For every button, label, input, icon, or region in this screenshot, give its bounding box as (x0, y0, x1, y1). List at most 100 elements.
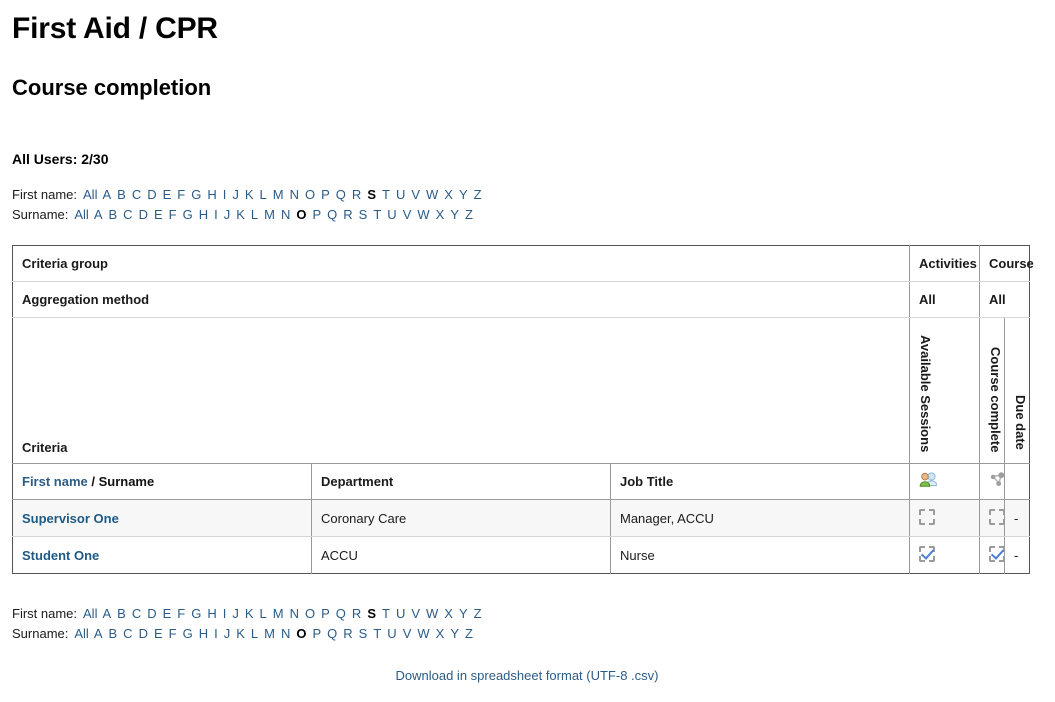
letter-filter-S[interactable]: S (358, 626, 368, 641)
letter-filter-all[interactable]: All (74, 626, 89, 641)
letter-filter-E[interactable]: E (162, 187, 172, 202)
letter-filter-all[interactable]: All (83, 606, 98, 621)
letter-filter-C[interactable]: C (123, 626, 133, 641)
letter-filter-I[interactable]: I (222, 606, 227, 621)
letter-filter-S[interactable]: S (358, 207, 368, 222)
letter-filter-V[interactable]: V (411, 606, 420, 621)
letter-filter-B[interactable]: B (108, 626, 118, 641)
letter-filter-N[interactable]: N (280, 207, 291, 222)
letter-filter-I[interactable]: I (222, 187, 227, 202)
letter-filter-D[interactable]: D (147, 187, 157, 202)
letter-filter-F[interactable]: F (177, 606, 186, 621)
letter-filter-Z[interactable]: Z (464, 207, 473, 222)
letter-filter-C[interactable]: C (123, 207, 133, 222)
letter-filter-O[interactable]: O (305, 187, 316, 202)
letter-filter-D[interactable]: D (138, 626, 148, 641)
letter-filter-G[interactable]: G (182, 207, 193, 222)
letter-filter-O[interactable]: O (305, 606, 316, 621)
letter-filter-Y[interactable]: Y (458, 187, 468, 202)
letter-filter-V[interactable]: V (402, 207, 412, 222)
letter-filter-E[interactable]: E (153, 207, 163, 222)
letter-filter-J[interactable]: J (223, 207, 231, 222)
letter-filter-V[interactable]: V (411, 187, 420, 202)
letter-filter-R[interactable]: R (351, 187, 362, 202)
letter-filter-U[interactable]: U (387, 207, 397, 222)
user-link[interactable]: Student One (22, 547, 100, 563)
letter-filter-I[interactable]: I (214, 207, 218, 222)
letter-filter-L[interactable]: L (250, 626, 259, 641)
letter-filter-W[interactable]: W (417, 207, 430, 222)
download-csv-link[interactable]: Download in spreadsheet format (UTF-8 .c… (395, 668, 659, 683)
letter-filter-M[interactable]: M (272, 606, 284, 621)
letter-filter-M[interactable]: M (264, 626, 275, 641)
letter-filter-J[interactable]: J (223, 626, 231, 641)
letter-filter-G[interactable]: G (182, 626, 193, 641)
letter-filter-E[interactable]: E (153, 626, 163, 641)
letter-filter-A[interactable]: A (93, 626, 103, 641)
letter-filter-W[interactable]: W (426, 187, 439, 202)
user-link[interactable]: Supervisor One (22, 510, 119, 526)
letter-filter-Z[interactable]: Z (473, 187, 482, 202)
letter-filter-M[interactable]: M (272, 187, 284, 202)
letter-filter-N[interactable]: N (289, 606, 299, 621)
letter-filter-U[interactable]: U (387, 626, 397, 641)
letter-filter-J[interactable]: J (232, 606, 239, 621)
letter-filter-L[interactable]: L (259, 187, 267, 202)
letter-filter-I[interactable]: I (214, 626, 218, 641)
letter-filter-X[interactable]: X (435, 207, 445, 222)
letter-filter-U[interactable]: U (395, 606, 406, 621)
letter-filter-C[interactable]: C (131, 606, 142, 621)
letter-filter-R[interactable]: R (343, 626, 353, 641)
firstname-sort-link[interactable]: First name (22, 474, 88, 489)
letter-filter-F[interactable]: F (168, 207, 177, 222)
letter-filter-T[interactable]: T (381, 606, 390, 621)
letter-filter-D[interactable]: D (138, 207, 148, 222)
letter-filter-X[interactable]: X (435, 626, 445, 641)
letter-filter-C[interactable]: C (131, 187, 142, 202)
letter-filter-N[interactable]: N (280, 626, 291, 641)
letter-filter-L[interactable]: L (259, 606, 267, 621)
letter-filter-K[interactable]: K (244, 606, 254, 621)
letter-filter-D[interactable]: D (147, 606, 157, 621)
letter-filter-H[interactable]: H (198, 626, 209, 641)
letter-filter-R[interactable]: R (343, 207, 353, 222)
letter-filter-E[interactable]: E (162, 606, 172, 621)
letter-filter-Q[interactable]: Q (327, 207, 338, 222)
letter-filter-X[interactable]: X (444, 187, 453, 202)
letter-filter-Z[interactable]: Z (473, 606, 482, 621)
letter-filter-all[interactable]: All (83, 187, 98, 202)
letter-filter-B[interactable]: B (108, 207, 118, 222)
letter-filter-N[interactable]: N (289, 187, 299, 202)
letter-filter-P[interactable]: P (312, 626, 322, 641)
letter-filter-all[interactable]: All (74, 207, 89, 222)
letter-filter-F[interactable]: F (168, 626, 177, 641)
letter-filter-H[interactable]: H (207, 187, 217, 202)
letter-filter-U[interactable]: U (395, 187, 406, 202)
letter-filter-P[interactable]: P (312, 207, 322, 222)
letter-filter-Q[interactable]: Q (335, 187, 346, 202)
letter-filter-Q[interactable]: Q (327, 626, 338, 641)
letter-filter-R[interactable]: R (351, 606, 362, 621)
letter-filter-H[interactable]: H (207, 606, 217, 621)
letter-filter-V[interactable]: V (402, 626, 412, 641)
letter-filter-L[interactable]: L (250, 207, 259, 222)
letter-filter-A[interactable]: A (102, 606, 112, 621)
letter-filter-B[interactable]: B (117, 606, 126, 621)
letter-filter-H[interactable]: H (198, 207, 209, 222)
letter-filter-Y[interactable]: Y (458, 606, 468, 621)
letter-filter-P[interactable]: P (321, 187, 330, 202)
letter-filter-K[interactable]: K (244, 187, 254, 202)
letter-filter-Y[interactable]: Y (450, 207, 459, 222)
letter-filter-T[interactable]: T (373, 207, 382, 222)
letter-filter-B[interactable]: B (117, 187, 126, 202)
letter-filter-Y[interactable]: Y (450, 626, 459, 641)
letter-filter-K[interactable]: K (236, 207, 245, 222)
letter-filter-M[interactable]: M (264, 207, 275, 222)
letter-filter-G[interactable]: G (191, 606, 202, 621)
letter-filter-X[interactable]: X (444, 606, 453, 621)
letter-filter-Q[interactable]: Q (335, 606, 346, 621)
letter-filter-A[interactable]: A (93, 207, 103, 222)
letter-filter-W[interactable]: W (417, 626, 430, 641)
letter-filter-T[interactable]: T (381, 187, 390, 202)
letter-filter-A[interactable]: A (102, 187, 112, 202)
